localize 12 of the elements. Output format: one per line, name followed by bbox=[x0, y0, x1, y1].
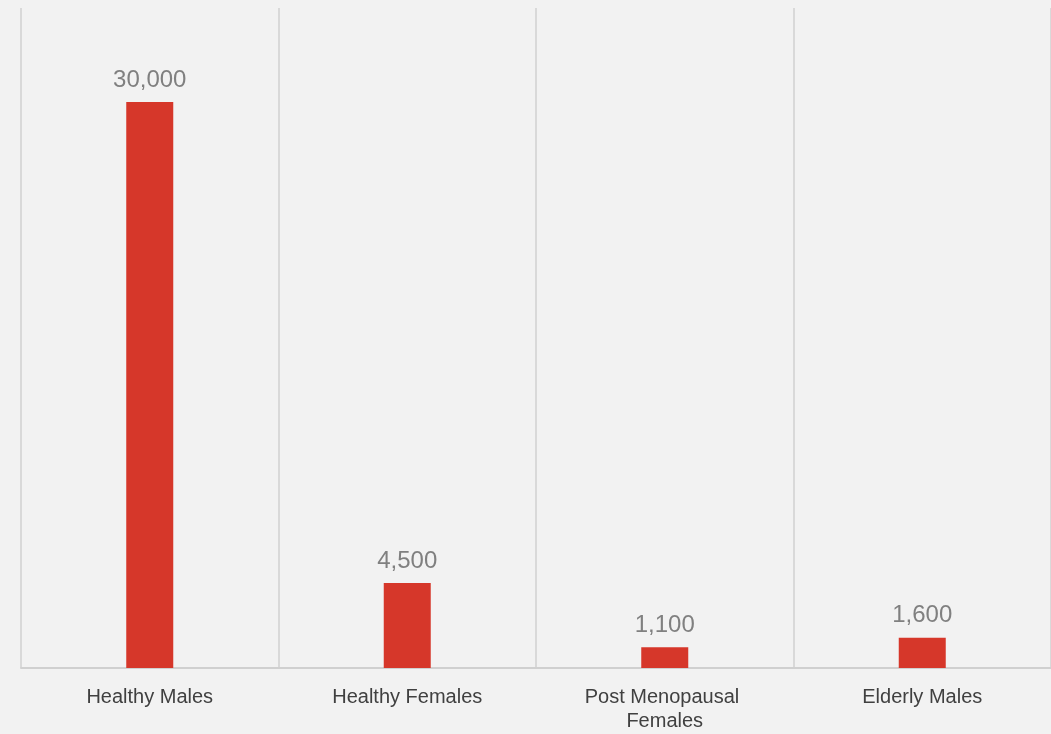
bar bbox=[126, 102, 174, 668]
bar bbox=[641, 647, 689, 668]
x-tick-label: Post Menopausal Females bbox=[584, 685, 745, 731]
bar bbox=[898, 637, 946, 668]
data-label: 1,100 bbox=[634, 609, 695, 637]
data-label: 4,500 bbox=[377, 545, 438, 573]
x-tick-label: Healthy Males bbox=[86, 685, 214, 707]
x-tick-label: Healthy Females bbox=[332, 685, 483, 707]
data-label: 30,000 bbox=[113, 64, 187, 92]
data-label: 1,600 bbox=[892, 600, 953, 628]
x-tick-label: Elderly Males bbox=[862, 685, 983, 707]
bar bbox=[383, 583, 431, 668]
